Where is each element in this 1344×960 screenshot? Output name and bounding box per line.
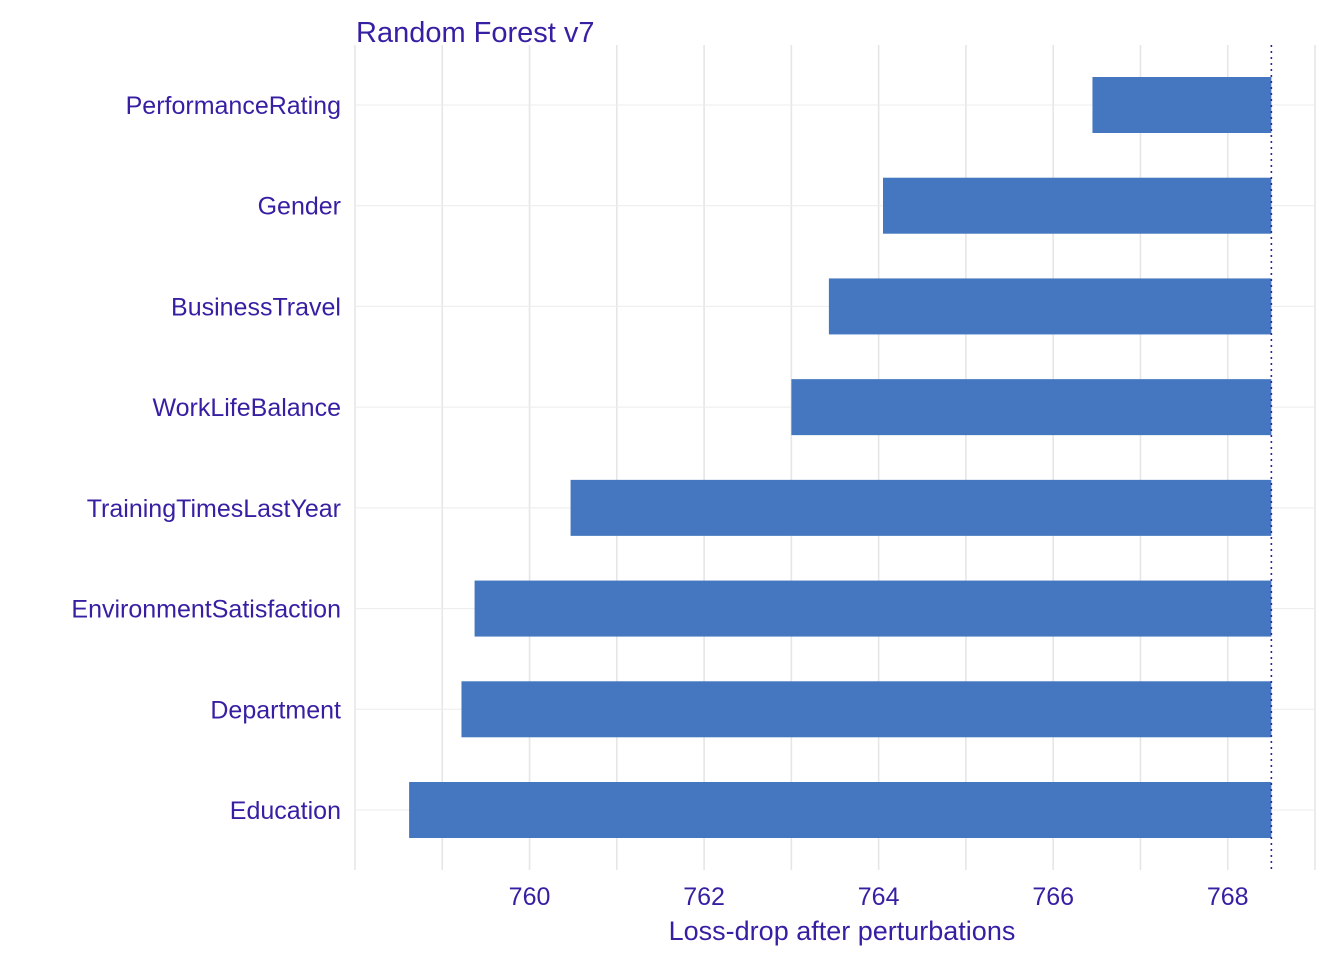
category-label: Education bbox=[230, 797, 341, 825]
bars bbox=[409, 77, 1272, 838]
bar-worklifebalance bbox=[791, 379, 1272, 436]
plot-background bbox=[355, 45, 1315, 870]
category-labels: PerformanceRating Gender BusinessTravel Wor… bbox=[71, 92, 341, 825]
category-label: WorkLifeBalance bbox=[152, 394, 341, 422]
category-label: BusinessTravel bbox=[171, 293, 341, 321]
x-axis-title: Loss-drop after perturbations bbox=[669, 916, 1016, 946]
category-label: TrainingTimesLastYear bbox=[87, 495, 341, 523]
grid-lines bbox=[354, 45, 1316, 870]
category-label: PerformanceRating bbox=[126, 92, 341, 120]
bar-gender bbox=[883, 177, 1272, 234]
x-tick-label: 760 bbox=[509, 883, 551, 911]
category-label: EnvironmentSatisfaction bbox=[71, 596, 341, 624]
x-tick-label: 766 bbox=[1032, 883, 1074, 911]
bar-education bbox=[409, 782, 1272, 838]
chart-title: Random Forest v7 bbox=[356, 17, 595, 49]
x-tick-label: 762 bbox=[683, 883, 725, 911]
bar-trainingtimeslastyear bbox=[570, 479, 1272, 536]
x-tick-label: 764 bbox=[858, 883, 900, 911]
category-label: Gender bbox=[258, 193, 341, 221]
bar-performancerating bbox=[1092, 77, 1272, 133]
bar-environmentsatisfaction bbox=[474, 580, 1272, 637]
bar-businesstravel bbox=[828, 278, 1272, 335]
category-label: Department bbox=[210, 696, 341, 724]
x-tick-label: 768 bbox=[1207, 883, 1249, 911]
bar-department bbox=[461, 681, 1272, 738]
x-tick-labels: 760 762 764 766 768 bbox=[509, 883, 1249, 911]
